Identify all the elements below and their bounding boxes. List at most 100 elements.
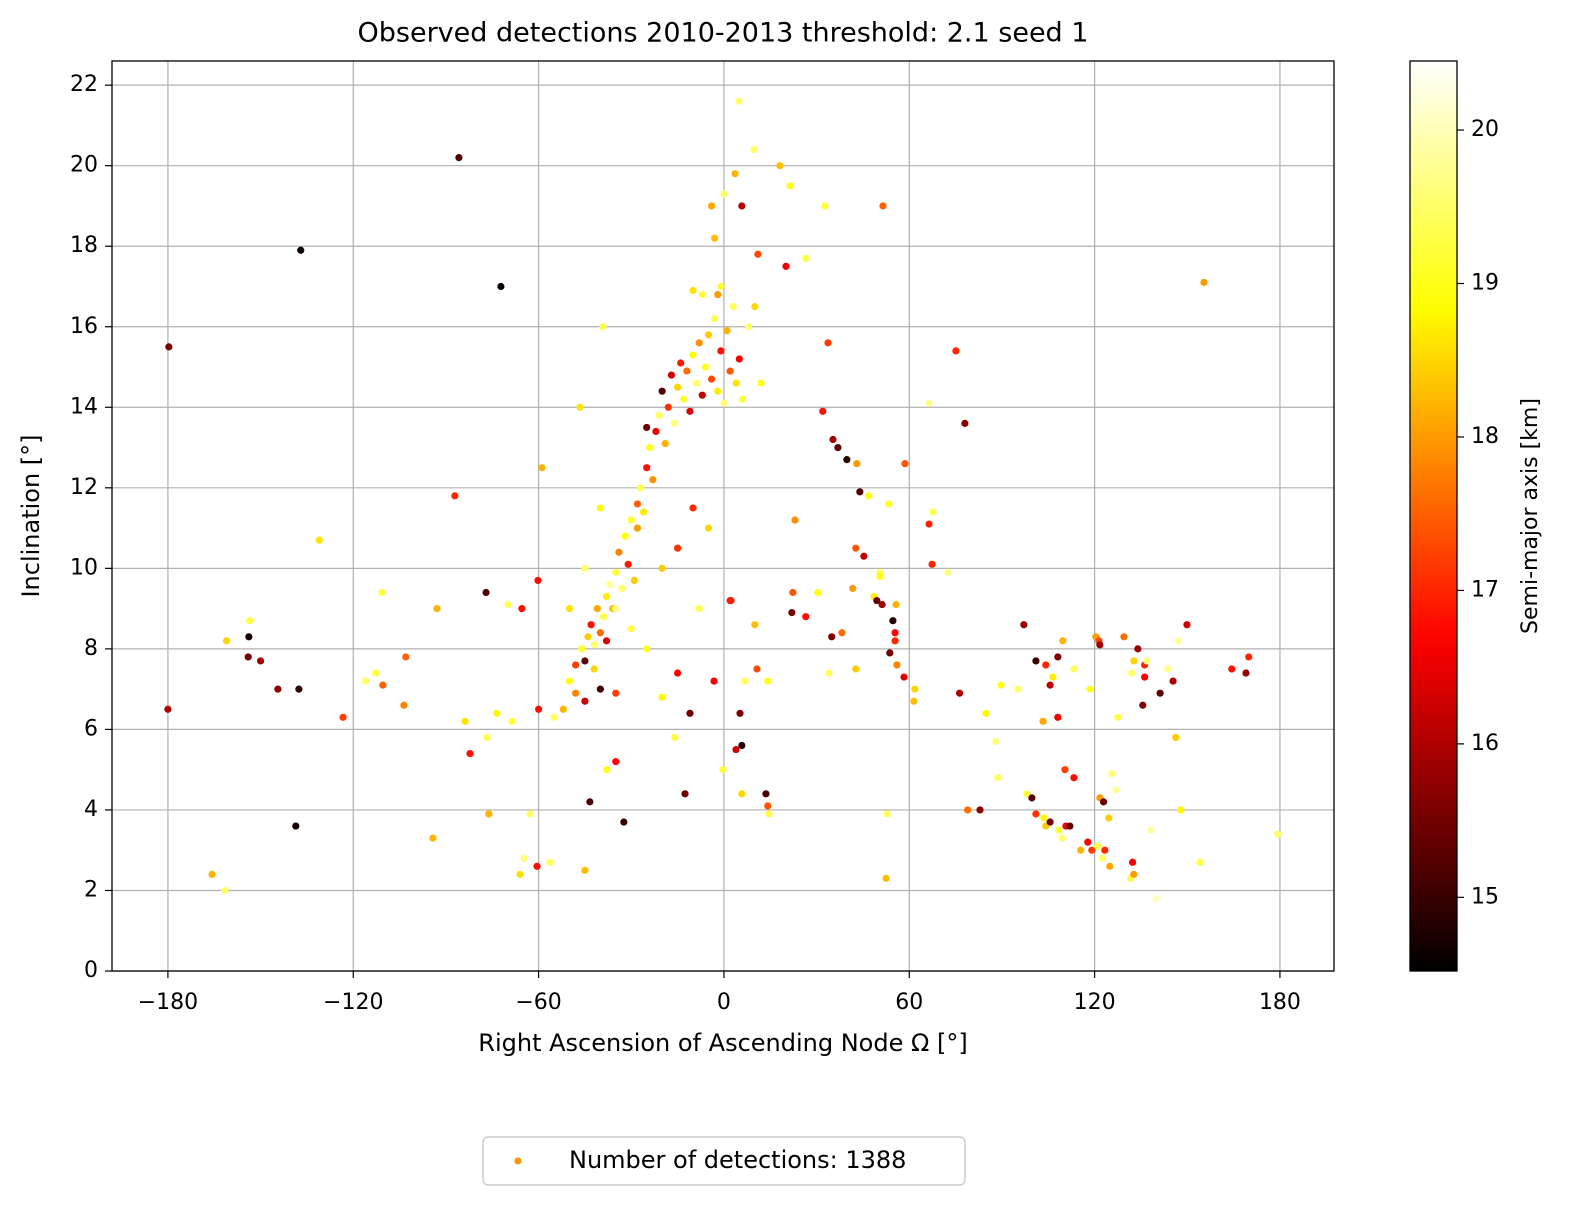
point bbox=[518, 605, 526, 613]
point bbox=[1101, 846, 1109, 854]
point bbox=[455, 154, 463, 162]
point bbox=[814, 588, 822, 597]
point bbox=[893, 661, 901, 669]
point bbox=[1114, 713, 1122, 721]
point bbox=[673, 544, 682, 552]
point bbox=[433, 605, 441, 613]
point bbox=[671, 733, 679, 742]
y-tick-label: 12 bbox=[70, 475, 98, 500]
point bbox=[852, 544, 860, 552]
point bbox=[900, 673, 908, 681]
point bbox=[928, 560, 936, 568]
point bbox=[925, 520, 933, 528]
point bbox=[584, 633, 592, 641]
point bbox=[1274, 830, 1282, 838]
point bbox=[292, 822, 300, 830]
point bbox=[565, 677, 574, 685]
point bbox=[751, 621, 759, 629]
point bbox=[593, 605, 601, 613]
point bbox=[680, 395, 688, 403]
point bbox=[1070, 665, 1078, 673]
point bbox=[707, 375, 716, 383]
point bbox=[843, 456, 851, 464]
point bbox=[1094, 842, 1102, 850]
point bbox=[533, 862, 541, 870]
point bbox=[901, 460, 909, 468]
y-tick-label: 20 bbox=[70, 153, 98, 178]
point bbox=[534, 576, 542, 585]
colorbar-tick-label: 20 bbox=[1471, 117, 1499, 142]
point bbox=[508, 717, 516, 725]
colorbar-tick-label: 19 bbox=[1471, 271, 1499, 296]
legend-label: Number of detections: 1388 bbox=[569, 1146, 906, 1174]
point bbox=[717, 282, 725, 291]
point bbox=[646, 443, 654, 452]
point bbox=[802, 254, 810, 262]
point bbox=[1054, 713, 1062, 721]
colorbar-tick-label: 17 bbox=[1471, 577, 1499, 602]
point bbox=[738, 790, 746, 798]
point bbox=[1023, 790, 1031, 798]
point bbox=[429, 834, 437, 842]
point bbox=[1099, 798, 1108, 806]
point bbox=[982, 709, 990, 717]
point bbox=[1200, 278, 1208, 287]
y-tick-label: 16 bbox=[70, 314, 98, 339]
point bbox=[717, 347, 725, 355]
point bbox=[256, 657, 265, 665]
colorbar-tick-label: 16 bbox=[1471, 731, 1499, 756]
point bbox=[372, 669, 380, 677]
point bbox=[834, 443, 842, 452]
point bbox=[711, 315, 719, 323]
point bbox=[1032, 810, 1040, 818]
x-tick-label: −120 bbox=[323, 990, 383, 1015]
point bbox=[1108, 770, 1116, 778]
point bbox=[753, 665, 761, 673]
point bbox=[581, 564, 589, 572]
point bbox=[891, 637, 899, 645]
x-tick-label: 120 bbox=[1074, 990, 1116, 1015]
point bbox=[695, 339, 703, 347]
point bbox=[707, 202, 716, 210]
point bbox=[658, 564, 666, 572]
point bbox=[603, 766, 611, 774]
point bbox=[745, 323, 753, 331]
point bbox=[762, 790, 770, 798]
legend-marker bbox=[514, 1157, 522, 1165]
point bbox=[378, 588, 386, 597]
point bbox=[1014, 685, 1022, 693]
x-tick-label: −60 bbox=[515, 990, 561, 1015]
point bbox=[581, 866, 589, 874]
point bbox=[559, 705, 567, 713]
colorbar-tick-label: 15 bbox=[1471, 884, 1499, 909]
point bbox=[1183, 621, 1191, 629]
point bbox=[802, 613, 810, 621]
point bbox=[636, 484, 645, 492]
point bbox=[698, 290, 706, 299]
point bbox=[776, 162, 784, 170]
point bbox=[732, 379, 740, 387]
point bbox=[612, 568, 620, 576]
point bbox=[714, 290, 722, 299]
point bbox=[504, 600, 512, 609]
point bbox=[879, 202, 887, 210]
point bbox=[1152, 894, 1160, 903]
point bbox=[1049, 673, 1057, 681]
point bbox=[882, 874, 890, 882]
point bbox=[683, 367, 691, 375]
point bbox=[565, 605, 574, 613]
x-tick-label: −180 bbox=[138, 990, 198, 1015]
point bbox=[451, 492, 459, 500]
point bbox=[1066, 822, 1074, 830]
point bbox=[596, 504, 604, 512]
point bbox=[246, 617, 254, 625]
point bbox=[1169, 677, 1177, 685]
point bbox=[630, 576, 638, 585]
point bbox=[590, 641, 598, 649]
point bbox=[673, 669, 682, 677]
points bbox=[164, 97, 1282, 903]
colorbar-label: Semi-major axis [km] bbox=[1518, 398, 1543, 634]
point bbox=[1046, 818, 1054, 826]
point bbox=[824, 339, 832, 347]
